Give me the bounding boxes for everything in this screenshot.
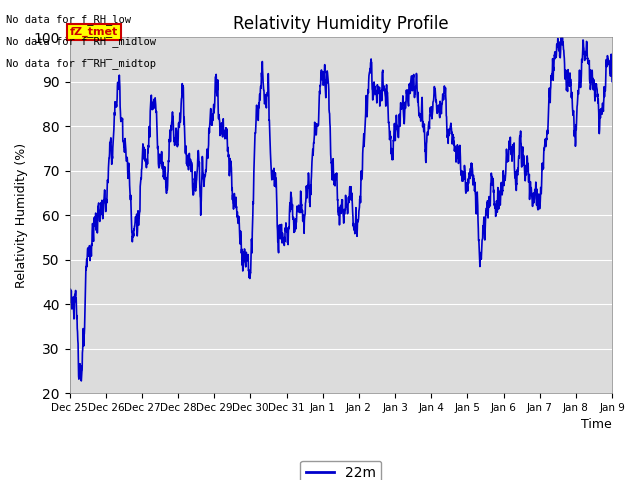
Text: fZ_tmet: fZ_tmet bbox=[70, 27, 118, 37]
Legend: 22m: 22m bbox=[300, 461, 381, 480]
Text: No data for f̅RH̅_midlow: No data for f̅RH̅_midlow bbox=[6, 36, 156, 47]
Y-axis label: Relativity Humidity (%): Relativity Humidity (%) bbox=[15, 143, 28, 288]
X-axis label: Time: Time bbox=[581, 419, 612, 432]
Text: No data for f_RH_low: No data for f_RH_low bbox=[6, 14, 131, 25]
Title: Relativity Humidity Profile: Relativity Humidity Profile bbox=[233, 15, 449, 33]
Text: No data for f̅RH̅_midtop: No data for f̅RH̅_midtop bbox=[6, 58, 156, 69]
